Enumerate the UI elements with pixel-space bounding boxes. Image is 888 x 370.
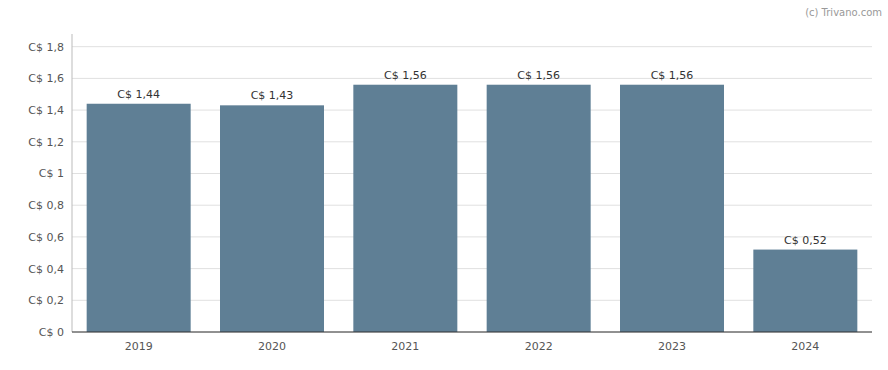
y-tick-label: C$ 1,2 xyxy=(28,136,64,149)
data-label: C$ 1,56 xyxy=(517,69,560,82)
bar xyxy=(753,250,857,332)
chart: C$ 0 C$ 0,2 C$ 0,4 C$ 0,6 C$ 0,8 C$ 1 C$ 1,2 C$… xyxy=(0,0,888,370)
y-tick-label: C$ 0,8 xyxy=(28,199,64,212)
grid-line xyxy=(72,110,872,111)
x-tick-labels: 2019 2020 2021 2022 2023 2024 xyxy=(125,340,820,353)
x-tick-label: 2019 xyxy=(125,340,153,353)
bar xyxy=(353,85,457,332)
data-labels: C$ 1,44 C$ 1,43 C$ 1,56 C$ 1,56 C$ 1,56 C$ 0,… xyxy=(117,69,826,247)
y-tick-label: C$ 1,6 xyxy=(28,72,64,85)
bar xyxy=(87,104,191,332)
y-tick-label: C$ 1 xyxy=(39,167,64,180)
x-tick-label: 2024 xyxy=(791,340,819,353)
grid-line xyxy=(72,268,872,269)
data-label: C$ 1,44 xyxy=(117,88,160,101)
watermark: (c) Trivano.com xyxy=(805,7,882,18)
bar xyxy=(620,85,724,332)
bars xyxy=(87,85,858,332)
x-axis-line xyxy=(72,332,872,333)
bar xyxy=(220,105,324,332)
grid-line xyxy=(72,173,872,174)
data-label: C$ 1,56 xyxy=(384,69,427,82)
y-tick-label: C$ 0,6 xyxy=(28,231,64,244)
x-tick-label: 2021 xyxy=(391,340,419,353)
grid-line xyxy=(72,46,872,47)
data-label: C$ 1,56 xyxy=(651,69,694,82)
y-tick-label: C$ 0,4 xyxy=(28,263,64,276)
y-grid xyxy=(72,47,872,332)
y-axis-line xyxy=(72,34,73,332)
grid-line xyxy=(72,78,872,79)
grid-line xyxy=(72,236,872,237)
x-tick-label: 2020 xyxy=(258,340,286,353)
y-tick-labels: C$ 0 C$ 0,2 C$ 0,4 C$ 0,6 C$ 0,8 C$ 1 C$ 1,2 C$… xyxy=(28,41,64,339)
x-tick-label: 2022 xyxy=(525,340,553,353)
grid-line xyxy=(72,205,872,206)
grid-line xyxy=(72,300,872,301)
y-tick-label: C$ 1,8 xyxy=(28,41,64,54)
y-tick-label: C$ 1,4 xyxy=(28,104,64,117)
grid-line xyxy=(72,332,872,333)
bar xyxy=(487,85,591,332)
y-tick-label: C$ 0 xyxy=(39,326,64,339)
x-tick-label: 2023 xyxy=(658,340,686,353)
data-label: C$ 0,52 xyxy=(784,234,827,247)
data-label: C$ 1,43 xyxy=(251,89,294,102)
y-tick-label: C$ 0,2 xyxy=(28,294,64,307)
grid-line xyxy=(72,141,872,142)
